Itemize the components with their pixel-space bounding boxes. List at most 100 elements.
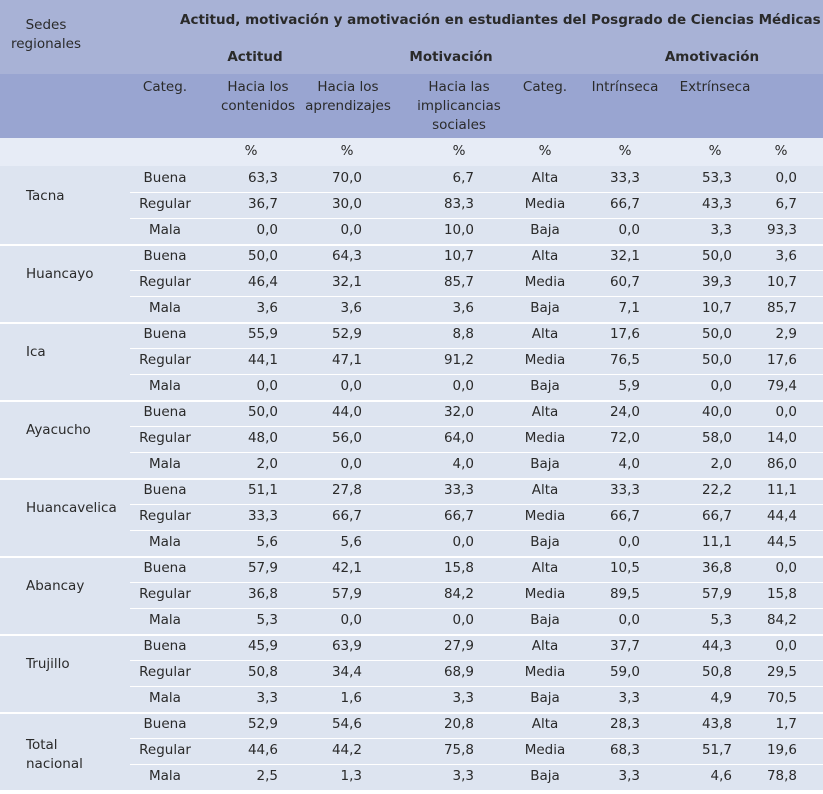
- cell-aprendizajes: 47,1: [331, 352, 362, 368]
- cell-amotivacion: 0,0: [775, 638, 797, 654]
- row-divider: [130, 348, 823, 349]
- cell-contenidos: 2,5: [256, 768, 278, 784]
- table-title: Actitud, motivación y amotivación en est…: [180, 12, 821, 28]
- cell-contenidos: 63,3: [247, 170, 278, 186]
- cell-categ-motivacion: Media: [524, 352, 566, 368]
- region-group: [0, 244, 823, 322]
- cell-categ-motivacion: Alta: [531, 404, 559, 420]
- group-divider: [0, 712, 823, 714]
- region-group: [0, 712, 823, 790]
- cell-intrinseca: 66,7: [609, 508, 640, 524]
- cell-implicancias: 84,2: [443, 586, 474, 602]
- cell-categ-motivacion: Baja: [530, 612, 560, 628]
- row-divider: [130, 426, 823, 427]
- pct-amotivacion: %: [774, 143, 788, 159]
- pct-extrinseca: %: [708, 143, 722, 159]
- col-categ-motivacion: Categ.: [522, 79, 568, 95]
- cell-extrinseca: 3,3: [710, 222, 732, 238]
- cell-contenidos: 50,8: [247, 664, 278, 680]
- cell-implicancias: 32,0: [443, 404, 474, 420]
- cell-intrinseca: 66,7: [609, 196, 640, 212]
- region-name: Abancay: [26, 578, 85, 594]
- row-divider: [130, 738, 823, 739]
- region-name: Huancavelica: [26, 500, 117, 516]
- cell-intrinseca: 10,5: [609, 560, 640, 576]
- cell-categ-motivacion: Media: [524, 742, 566, 758]
- cell-amotivacion: 0,0: [775, 404, 797, 420]
- cell-extrinseca: 50,0: [701, 326, 732, 342]
- cell-aprendizajes: 30,0: [331, 196, 362, 212]
- cell-amotivacion: 70,5: [766, 690, 797, 706]
- cell-contenidos: 0,0: [256, 222, 278, 238]
- cell-extrinseca: 4,9: [710, 690, 732, 706]
- cell-categ-actitud: Regular: [139, 586, 191, 602]
- cell-categ-motivacion: Baja: [530, 378, 560, 394]
- cell-amotivacion: 6,7: [775, 196, 797, 212]
- header-band-percent: [0, 138, 823, 166]
- cell-amotivacion: 0,0: [775, 170, 797, 186]
- cell-contenidos: 45,9: [247, 638, 278, 654]
- cell-contenidos: 5,6: [256, 534, 278, 550]
- cell-categ-actitud: Regular: [139, 352, 191, 368]
- cell-contenidos: 44,1: [247, 352, 278, 368]
- cell-intrinseca: 0,0: [618, 612, 640, 628]
- cell-contenidos: 44,6: [247, 742, 278, 758]
- cell-intrinseca: 33,3: [609, 170, 640, 186]
- cell-categ-motivacion: Baja: [530, 300, 560, 316]
- cell-implicancias: 85,7: [443, 274, 474, 290]
- cell-amotivacion: 15,8: [766, 586, 797, 602]
- sedes-header: Sedes regionales: [10, 17, 82, 52]
- cell-intrinseca: 3,3: [618, 690, 640, 706]
- cell-implicancias: 83,3: [443, 196, 474, 212]
- group-amotivacion: Amotivación: [664, 49, 760, 65]
- cell-intrinseca: 24,0: [609, 404, 640, 420]
- cell-amotivacion: 86,0: [766, 456, 797, 472]
- cell-aprendizajes: 70,0: [331, 170, 362, 186]
- cell-extrinseca: 2,0: [710, 456, 732, 472]
- group-divider: [0, 556, 823, 558]
- row-divider: [130, 192, 823, 193]
- cell-categ-motivacion: Baja: [530, 768, 560, 784]
- cell-aprendizajes: 5,6: [340, 534, 362, 550]
- cell-extrinseca: 36,8: [701, 560, 732, 576]
- cell-contenidos: 46,4: [247, 274, 278, 290]
- cell-intrinseca: 59,0: [609, 664, 640, 680]
- cell-aprendizajes: 0,0: [340, 612, 362, 628]
- cell-categ-motivacion: Alta: [531, 638, 559, 654]
- cell-amotivacion: 3,6: [775, 248, 797, 264]
- cell-amotivacion: 14,0: [766, 430, 797, 446]
- cell-contenidos: 57,9: [247, 560, 278, 576]
- cell-contenidos: 51,1: [247, 482, 278, 498]
- cell-categ-actitud: Regular: [139, 664, 191, 680]
- cell-amotivacion: 1,7: [775, 716, 797, 732]
- cell-amotivacion: 2,9: [775, 326, 797, 342]
- cell-aprendizajes: 56,0: [331, 430, 362, 446]
- cell-extrinseca: 4,6: [710, 768, 732, 784]
- cell-categ-motivacion: Media: [524, 508, 566, 524]
- cell-extrinseca: 22,2: [701, 482, 732, 498]
- cell-aprendizajes: 63,9: [331, 638, 362, 654]
- row-divider: [130, 504, 823, 505]
- cell-implicancias: 3,3: [452, 690, 474, 706]
- col-extrinseca: Extrínseca: [679, 79, 751, 95]
- header-band-columns: [0, 74, 823, 138]
- region-group: [0, 556, 823, 634]
- cell-categ-actitud: Buena: [143, 482, 187, 498]
- cell-aprendizajes: 0,0: [340, 456, 362, 472]
- cell-implicancias: 8,8: [452, 326, 474, 342]
- cell-amotivacion: 10,7: [766, 274, 797, 290]
- cell-amotivacion: 85,7: [766, 300, 797, 316]
- cell-categ-motivacion: Alta: [531, 248, 559, 264]
- cell-contenidos: 33,3: [247, 508, 278, 524]
- region-name: Huancayo: [26, 266, 94, 282]
- region-name: Ayacucho: [26, 422, 91, 438]
- group-divider: [0, 400, 823, 402]
- cell-extrinseca: 51,7: [701, 742, 732, 758]
- cell-extrinseca: 43,8: [701, 716, 732, 732]
- cell-intrinseca: 0,0: [618, 534, 640, 550]
- row-divider: [130, 452, 823, 453]
- group-divider: [0, 634, 823, 636]
- cell-categ-motivacion: Alta: [531, 170, 559, 186]
- cell-categ-motivacion: Media: [524, 196, 566, 212]
- cell-amotivacion: 44,4: [766, 508, 797, 524]
